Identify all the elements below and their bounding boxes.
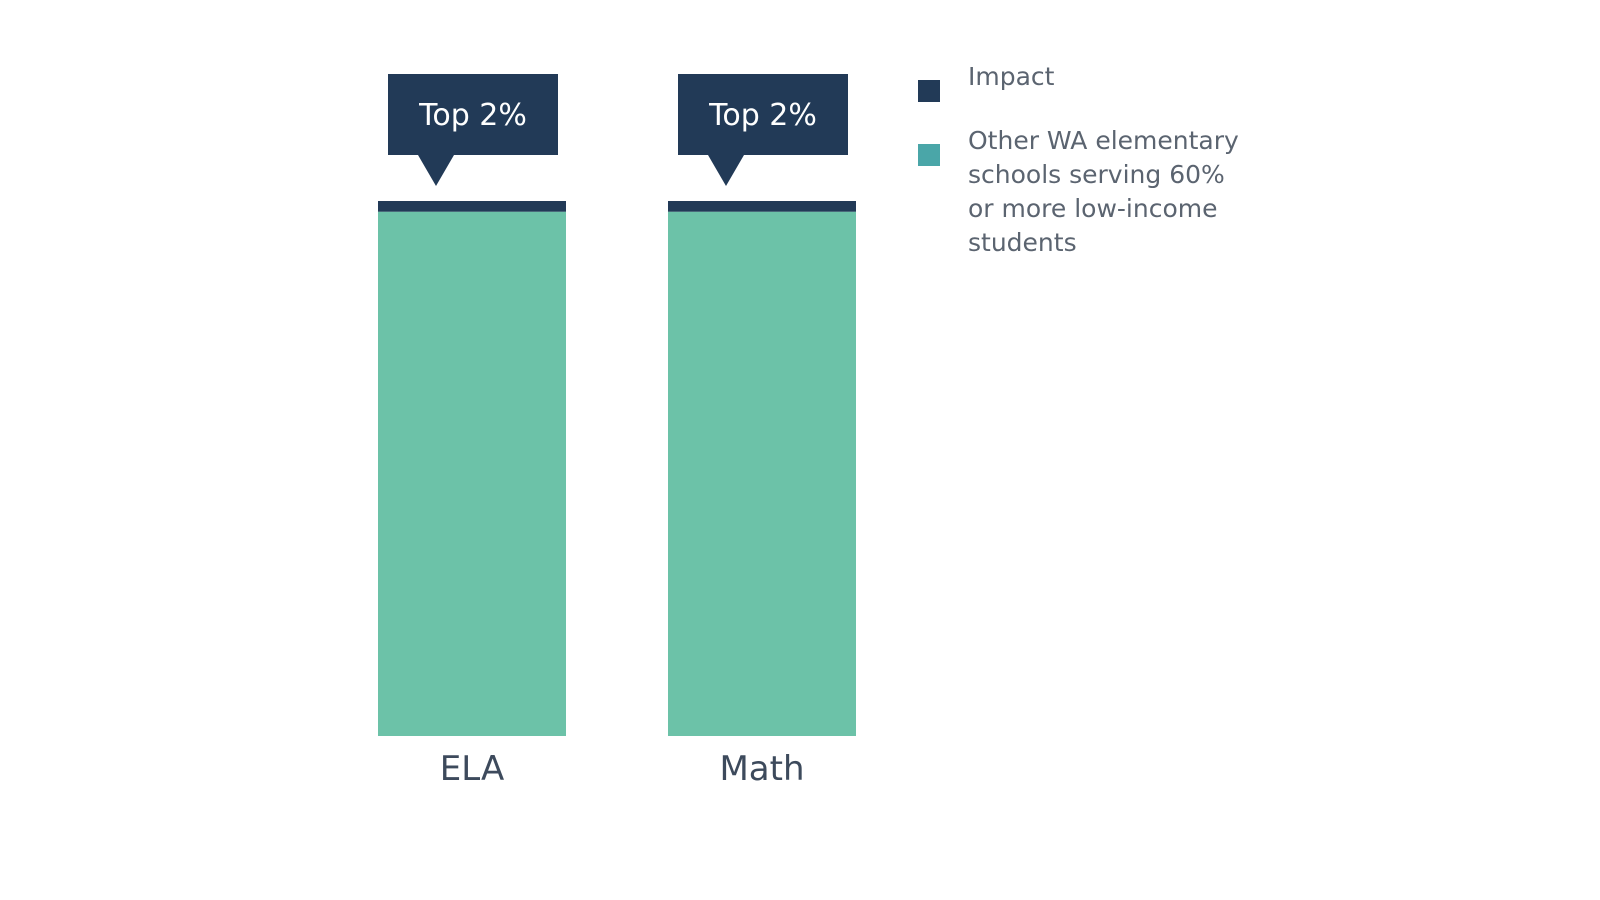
legend-item-other-schools: Other WA elementary schools serving 60% … xyxy=(918,124,1248,260)
legend-label-impact: Impact xyxy=(968,62,1055,91)
bar-ela-other-schools xyxy=(378,211,566,736)
legend-swatch-impact xyxy=(918,80,940,102)
callout-box-ela xyxy=(388,74,558,186)
bar-math-other-schools xyxy=(668,211,856,736)
callout-text-ela: Top 2% xyxy=(418,98,527,133)
legend-item-impact: Impact xyxy=(918,60,1248,102)
callout-text-math: Top 2% xyxy=(708,98,817,133)
legend-swatch-other-schools xyxy=(918,144,940,166)
category-label-math: Math xyxy=(719,749,804,789)
callout-box-math xyxy=(678,74,848,186)
legend-label-other-schools: Other WA elementary schools serving 60% … xyxy=(968,126,1239,257)
legend: Impact Other WA elementary schools servi… xyxy=(918,60,1248,282)
bar-ela-impact xyxy=(378,201,566,212)
bar-math-impact xyxy=(668,201,856,212)
category-label-ela: ELA xyxy=(440,749,504,789)
